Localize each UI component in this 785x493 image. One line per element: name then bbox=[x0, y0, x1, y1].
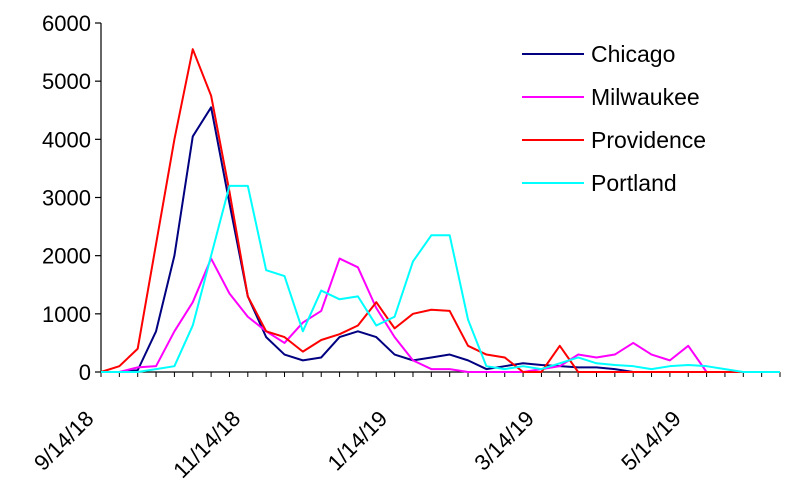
x-axis-ticks: 9/14/18 11/14/18 1/14/19 3/14/19 5/14/19 bbox=[29, 372, 781, 483]
y-tick-label: 2000 bbox=[42, 244, 91, 269]
legend-label-chicago: Chicago bbox=[591, 41, 675, 67]
y-axis-ticks: 0 1000 2000 3000 4000 5000 6000 bbox=[42, 11, 101, 385]
series-lines bbox=[100, 48, 780, 373]
y-tick-label: 6000 bbox=[42, 11, 91, 36]
series-line-portland bbox=[101, 184, 780, 373]
legend-label-portland: Portland bbox=[591, 170, 677, 196]
x-tick-label: 5/14/19 bbox=[616, 406, 686, 476]
x-tick-label: 3/14/19 bbox=[469, 406, 539, 476]
series-line-providence bbox=[100, 48, 780, 373]
y-tick-label: 3000 bbox=[42, 186, 91, 211]
x-tick-label: 11/14/18 bbox=[168, 406, 245, 483]
legend: Chicago Milwaukee Providence Portland bbox=[522, 41, 706, 196]
y-tick-label: 4000 bbox=[42, 127, 91, 152]
y-tick-label: 1000 bbox=[42, 302, 91, 327]
x-tick-label: 9/14/18 bbox=[29, 406, 99, 476]
series-line-milwaukee bbox=[101, 257, 780, 373]
x-tick-label: 1/14/19 bbox=[323, 406, 393, 476]
y-tick-label: 5000 bbox=[42, 69, 91, 94]
y-tick-label: 0 bbox=[79, 360, 91, 385]
legend-label-providence: Providence bbox=[591, 127, 706, 153]
legend-label-milwaukee: Milwaukee bbox=[591, 84, 700, 110]
